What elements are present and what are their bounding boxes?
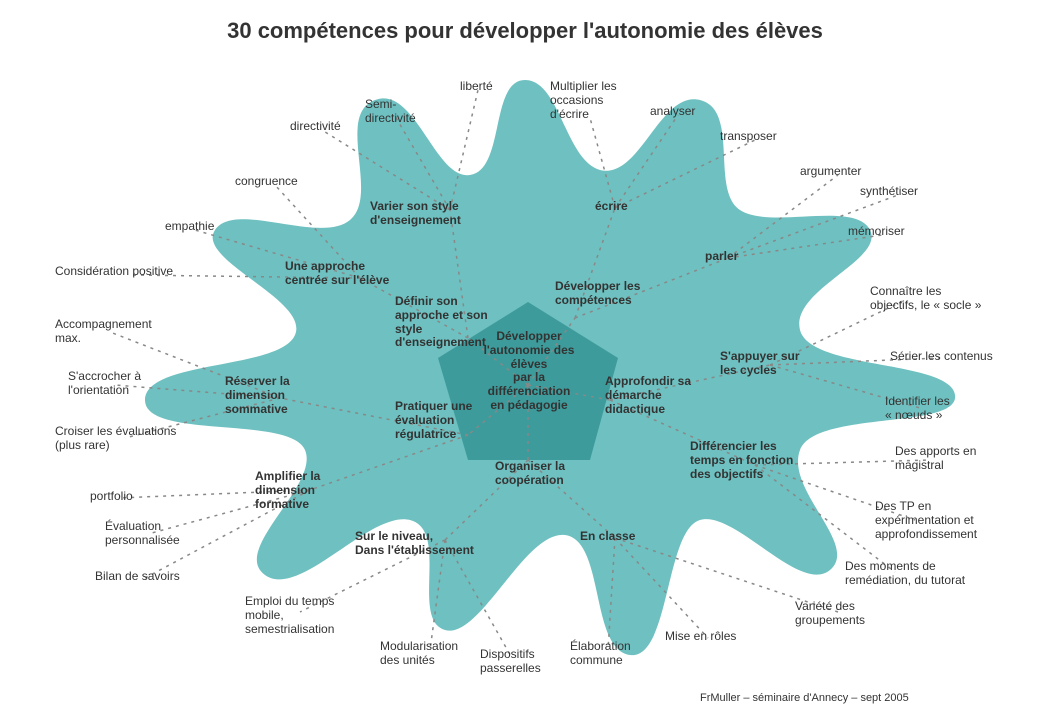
inner-organiser: Organiser la coopération — [495, 460, 635, 488]
mid-ecrire: écrire — [595, 200, 675, 214]
outer-semidir: Semi- directivité — [365, 98, 416, 126]
outer-disposit: Dispositifs passerelles — [480, 648, 541, 676]
outer-bilan: Bilan de savoirs — [95, 570, 180, 584]
outer-accomp: Accompagnement max. — [55, 318, 152, 346]
mid-varier: Varier son style d'enseignement — [370, 200, 540, 228]
outer-saccro: S'accrocher à l'orientation — [68, 370, 141, 398]
diagram-canvas: 30 compétences pour développer l'autonom… — [0, 0, 1049, 710]
mid-niveau: Sur le niveau, Dans l'établissement — [355, 530, 555, 558]
outer-croiser: Croiser les évaluations (plus rare) — [55, 425, 176, 453]
footer-credit: FrMuller – séminaire d'Annecy – sept 200… — [700, 692, 909, 705]
outer-portfolio: portfolio — [90, 490, 133, 504]
outer-directivite: directivité — [290, 120, 341, 134]
outer-analyser: analyser — [650, 105, 695, 119]
outer-liberte: liberté — [460, 80, 493, 94]
mid-diff: Différencier les temps en fonction des o… — [690, 440, 860, 481]
mid-enclasse: En classe — [580, 530, 700, 544]
outer-congruence: congruence — [235, 175, 298, 189]
outer-serier: Sérier les contenus — [890, 350, 993, 364]
mid-amplifier: Amplifier la dimension formative — [255, 470, 395, 511]
outer-connobj: Connaître les objectifs, le « socle » — [870, 285, 981, 313]
outer-transposer: transposer — [720, 130, 777, 144]
outer-mise: Mise en rôles — [665, 630, 736, 644]
outer-remed: Des moments de remédiation, du tutorat — [845, 560, 965, 588]
mid-parler: parler — [705, 250, 785, 264]
inner-devcomp: Développer les compétences — [555, 280, 705, 308]
outer-multiplier: Multiplier les occasions d'écrire — [550, 80, 617, 121]
outer-variete: Variété des groupements — [795, 600, 865, 628]
inner-definir: Définir son approche et son style d'ense… — [395, 295, 535, 350]
inner-approfondir: Approfondir sa démarche didactique — [605, 375, 745, 416]
outer-elab: Élaboration commune — [570, 640, 631, 668]
outer-argumenter: argumenter — [800, 165, 861, 179]
mid-sapp: S'appuyer sur les cycles — [720, 350, 860, 378]
outer-empathie: empathie — [165, 220, 214, 234]
outer-apports: Des apports en magistral — [895, 445, 976, 473]
outer-considpos: Considération positive — [55, 265, 173, 279]
outer-modular: Modularisation des unités — [380, 640, 458, 668]
outer-emploi: Emploi du temps mobile, semestrialisatio… — [245, 595, 334, 636]
page-title: 30 compétences pour développer l'autonom… — [110, 18, 940, 44]
outer-memoriser: mémoriser — [848, 225, 905, 239]
outer-synthetiser: synthétiser — [860, 185, 918, 199]
mid-approche: Une approche centrée sur l'élève — [285, 260, 465, 288]
inner-pratiquer: Pratiquer une évaluation régulatrice — [395, 400, 535, 441]
mid-reserver: Réserver la dimension sommative — [225, 375, 365, 416]
outer-tp: Des TP en expérimentation et approfondis… — [875, 500, 977, 541]
outer-identifier: Identifier les « nœuds » — [885, 395, 950, 423]
outer-evalperso: Évaluation personnalisée — [105, 520, 180, 548]
